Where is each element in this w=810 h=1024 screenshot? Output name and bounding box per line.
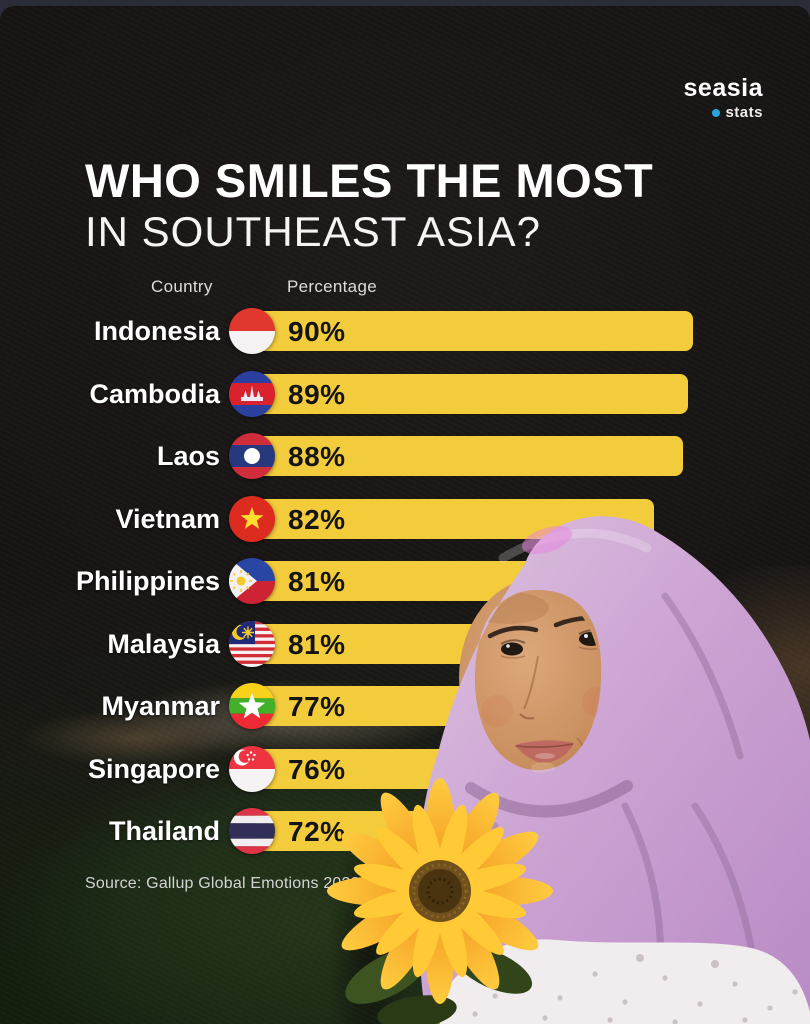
- bar: [255, 436, 683, 476]
- myanmar-flag-icon: [229, 683, 275, 729]
- bar: [255, 311, 693, 351]
- title-line1: WHO SMILES THE MOST: [85, 154, 654, 207]
- country-label: Philippines: [75, 566, 220, 596]
- logo-brand-text: seasia: [683, 74, 763, 102]
- value-label: 77%: [288, 691, 346, 722]
- lace-eyelets: [472, 954, 798, 1024]
- country-label: Indonesia: [93, 316, 220, 346]
- country-label: Cambodia: [89, 378, 220, 409]
- column-header-country: Country: [151, 277, 213, 296]
- source-caption: Source: Gallup Global Emotions 2022: [85, 875, 360, 892]
- value-label: 82%: [288, 503, 346, 535]
- country-label: Malaysia: [107, 628, 220, 659]
- chart-row: Cambodia 89%: [0, 370, 810, 417]
- cambodia-flag-icon: [229, 370, 275, 417]
- value-label: 81%: [288, 628, 346, 660]
- laos-flag-icon: [229, 433, 275, 479]
- page-title: WHO SMILES THE MOST IN SOUTHEAST ASIA?: [85, 156, 653, 254]
- infographic-card: seasia stats WHO SMILES THE MOST IN SOUT…: [0, 6, 810, 1024]
- country-label: Myanmar: [101, 691, 220, 721]
- value-label: 89%: [288, 378, 346, 410]
- value-label: 88%: [288, 441, 346, 472]
- philippines-flag-icon: [229, 558, 275, 604]
- face: [459, 578, 619, 778]
- seasia-stats-logo: seasia stats: [683, 74, 763, 122]
- country-label: Laos: [156, 441, 220, 471]
- malaysia-flag-icon: [229, 620, 275, 667]
- title-line2: IN SOUTHEAST ASIA?: [85, 208, 542, 256]
- bar: [255, 373, 688, 414]
- chart-row: Laos 88%: [0, 433, 810, 479]
- value-label: 90%: [288, 316, 346, 347]
- value-label: 72%: [288, 816, 346, 847]
- country-label: Singapore: [87, 753, 220, 784]
- value-label: 76%: [288, 753, 346, 785]
- value-label: 81%: [288, 566, 346, 597]
- column-header-percentage: Percentage: [287, 277, 377, 296]
- logo-sub-text: stats: [725, 104, 763, 121]
- logo-dot-icon: [712, 108, 721, 117]
- thailand-flag-icon: [229, 808, 275, 854]
- chart-row: Indonesia 90%: [0, 308, 810, 354]
- country-label: Thailand: [108, 816, 220, 846]
- singapore-flag-icon: [229, 745, 275, 792]
- woman-hijab-sunflower-photo: [327, 516, 810, 1024]
- sunflower: [327, 778, 553, 1024]
- country-label: Vietnam: [115, 503, 220, 534]
- indonesia-flag-icon: [229, 308, 275, 354]
- vietnam-flag-icon: [229, 495, 275, 542]
